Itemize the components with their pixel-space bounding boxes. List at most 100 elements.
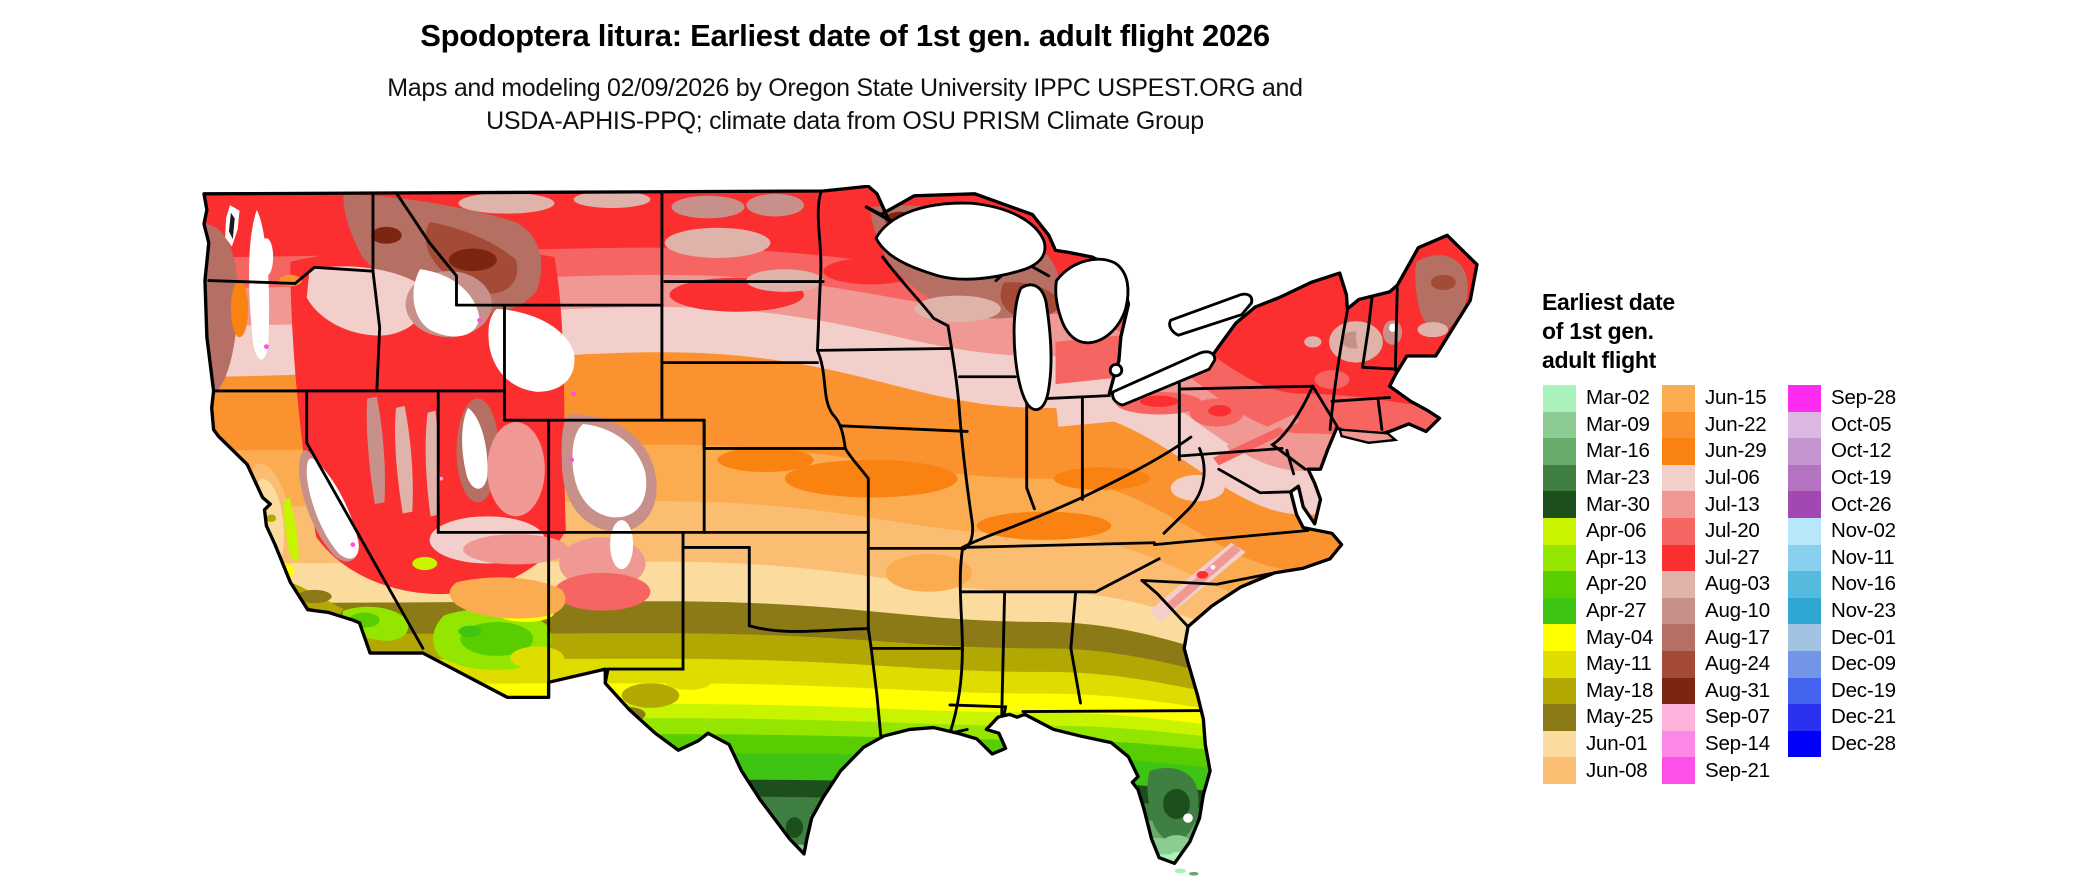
legend-entry: Aug-17 [1662, 624, 1770, 651]
legend-entry: Oct-05 [1788, 411, 1896, 439]
legend-entry: Mar-23 [1543, 464, 1653, 492]
legend-swatch [1543, 730, 1576, 758]
legend-entry: Sep-14 [1662, 730, 1770, 758]
legend-swatch [1788, 624, 1821, 651]
legend-swatch [1662, 385, 1695, 412]
legend-entry: Oct-12 [1788, 438, 1896, 465]
legend-swatch [1788, 517, 1821, 545]
legend-label: Mar-30 [1586, 492, 1650, 516]
conus-outline [202, 184, 1479, 866]
legend-entry: Apr-20 [1543, 571, 1653, 598]
subtitle-line-1: Maps and modeling 02/09/2026 by Oregon S… [387, 74, 1303, 102]
legend-label: Aug-10 [1705, 599, 1770, 623]
legend-label: Jul-13 [1705, 492, 1760, 516]
legend-label: Oct-05 [1831, 412, 1892, 436]
legend-swatch [1788, 411, 1821, 439]
legend-label: Apr-13 [1586, 545, 1647, 569]
legend-label: Jun-08 [1586, 758, 1648, 782]
legend-label: Jul-20 [1705, 519, 1760, 543]
legend-label: May-11 [1586, 652, 1652, 676]
map-fill-layers [204, 186, 1477, 864]
legend-swatch [1788, 491, 1821, 518]
legend-label: Dec-19 [1831, 678, 1896, 702]
legend-swatch [1662, 624, 1695, 651]
legend-swatch [1543, 491, 1576, 518]
legend-swatch [1543, 438, 1576, 465]
legend-entry: May-11 [1543, 650, 1653, 678]
legend-label: Jul-27 [1705, 545, 1760, 569]
legend-title-line-3: adult flight [1542, 347, 1656, 373]
legend-swatch [1662, 491, 1695, 518]
legend-entry: Jun-08 [1543, 757, 1653, 784]
legend-entry: Apr-06 [1543, 517, 1653, 545]
legend-swatch [1788, 438, 1821, 465]
legend-swatch [1543, 650, 1576, 678]
legend-entry: Jun-29 [1662, 438, 1770, 465]
legend-label: Mar-02 [1586, 386, 1650, 410]
legend-label: Apr-06 [1586, 519, 1647, 543]
legend-entry: Mar-02 [1543, 385, 1653, 412]
legend-entry: Nov-23 [1788, 597, 1896, 625]
legend-entry: Sep-07 [1662, 704, 1770, 731]
legend-entry: Sep-28 [1788, 385, 1896, 412]
legend-entry: Dec-19 [1788, 677, 1896, 705]
legend-label: Jun-15 [1705, 386, 1767, 410]
legend-label: Sep-14 [1705, 732, 1770, 756]
legend-swatch [1788, 650, 1821, 678]
legend-swatch [1662, 677, 1695, 705]
legend-label: Apr-27 [1586, 599, 1647, 623]
legend-entry: Aug-31 [1662, 677, 1770, 705]
legend-label: Jun-01 [1586, 732, 1648, 756]
legend-label: Aug-17 [1705, 625, 1770, 649]
legend-swatch [1788, 704, 1821, 731]
legend-label: May-25 [1586, 705, 1654, 729]
legend-entry: Oct-19 [1788, 464, 1896, 492]
legend-label: Sep-28 [1831, 386, 1896, 410]
legend-column-1: Mar-02 Mar-09 Mar-16 Mar-23 Mar-30 Apr-06 Apr-… [1543, 385, 1653, 784]
legend-entry: Mar-09 [1543, 411, 1653, 439]
conus-map-svg [202, 184, 1479, 876]
legend-label: Nov-11 [1831, 545, 1895, 569]
legend-swatch [1543, 517, 1576, 545]
legend-swatch [1662, 650, 1695, 678]
legend-entry: May-18 [1543, 677, 1653, 705]
legend-entry: Jul-27 [1662, 544, 1770, 572]
legend-entry: Jul-06 [1662, 464, 1770, 492]
legend-label: Aug-03 [1705, 572, 1770, 596]
legend-entry: Aug-24 [1662, 650, 1770, 678]
legend-label: Mar-16 [1586, 439, 1650, 463]
legend-label: Dec-01 [1831, 625, 1896, 649]
legend-label: May-04 [1586, 625, 1654, 649]
legend-label: Oct-26 [1831, 492, 1892, 516]
legend-label: Apr-20 [1586, 572, 1647, 596]
legend-label: Sep-21 [1705, 758, 1770, 782]
legend-label: Nov-23 [1831, 599, 1896, 623]
legend-label: Aug-31 [1705, 678, 1770, 702]
legend-entry: Jun-01 [1543, 730, 1653, 758]
legend-swatch [1543, 385, 1576, 412]
great-lakes [874, 201, 1254, 412]
legend-entry: Aug-10 [1662, 597, 1770, 625]
legend-label: Nov-02 [1831, 519, 1896, 543]
legend-swatch [1662, 411, 1695, 439]
legend-swatch [1788, 385, 1821, 412]
legend-entry: Jun-22 [1662, 411, 1770, 439]
map-title: Spodoptera litura: Earliest date of 1st … [420, 18, 1270, 53]
legend-swatch [1662, 757, 1695, 784]
legend-label: Oct-19 [1831, 466, 1892, 490]
legend-swatch [1662, 597, 1695, 625]
legend-swatch [1543, 411, 1576, 439]
legend-label: Jun-22 [1705, 412, 1767, 436]
legend-entry: Aug-03 [1662, 571, 1770, 598]
map-heading: Spodoptera litura: Earliest date of 1st … [0, 18, 1690, 138]
legend-entry: Dec-09 [1788, 650, 1896, 678]
legend-swatch [1662, 571, 1695, 598]
legend-entry: Jul-13 [1662, 491, 1770, 518]
legend-entry: Sep-21 [1662, 757, 1770, 784]
legend-swatch [1662, 730, 1695, 758]
legend-entry: Jun-15 [1662, 385, 1770, 412]
legend-entry: Nov-02 [1788, 517, 1896, 545]
legend-entry: Dec-28 [1788, 730, 1896, 758]
legend-entry: May-25 [1543, 704, 1653, 731]
